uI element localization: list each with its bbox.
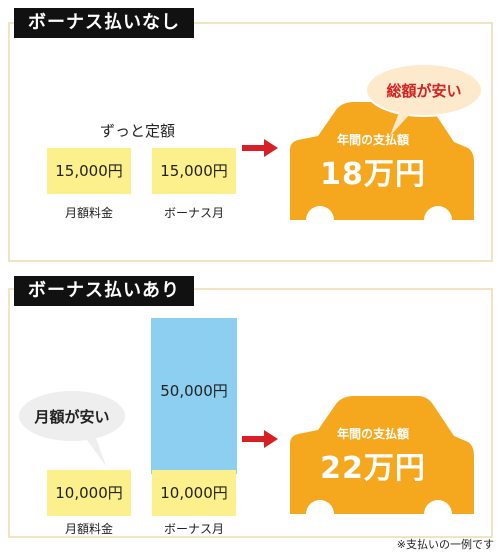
car-icon [278,102,478,232]
bonus-extra-amount: 50,000円 [160,382,228,400]
monthly-amount-box: 10,000円 [47,470,131,516]
flat-rate-headline: ずっと定額 [100,122,176,140]
monthly-fee-label: 月額料金 [64,206,113,220]
annual-payment-total: 22万円 [320,451,426,486]
monthly-fee-label: 月額料金 [64,522,113,536]
section-with-bonus-title: ボーナス払いあり [14,276,194,306]
bonus-month-label: ボーナス月 [163,522,224,536]
monthly-amount-box: 15,000円 [47,148,131,194]
bonus-amount-box: 10,000円 [152,470,236,516]
arrow-right-icon [242,139,278,157]
annual-payment-total: 18万円 [320,157,426,192]
annual-payment-caption: 年間の支払額 [336,133,409,147]
bonus-month-label: ボーナス月 [163,206,224,220]
lower-total-bubble: 総額が安い [386,82,462,100]
footnote: ※支払いの一例です [396,538,494,551]
annual-payment-caption: 年間の支払額 [336,427,409,441]
speech-bubble-icon [365,63,483,136]
bonus-amount-box: 15,000円 [152,148,236,194]
arrow-right-icon [242,430,278,448]
lower-monthly-bubble: 月額が安い [34,408,110,426]
speech-bubble-icon [17,389,127,466]
section-no-bonus-title: ボーナス払いなし [14,8,194,38]
bonus-extra-box: 50,000円 [151,318,237,474]
car-icon [278,396,478,526]
